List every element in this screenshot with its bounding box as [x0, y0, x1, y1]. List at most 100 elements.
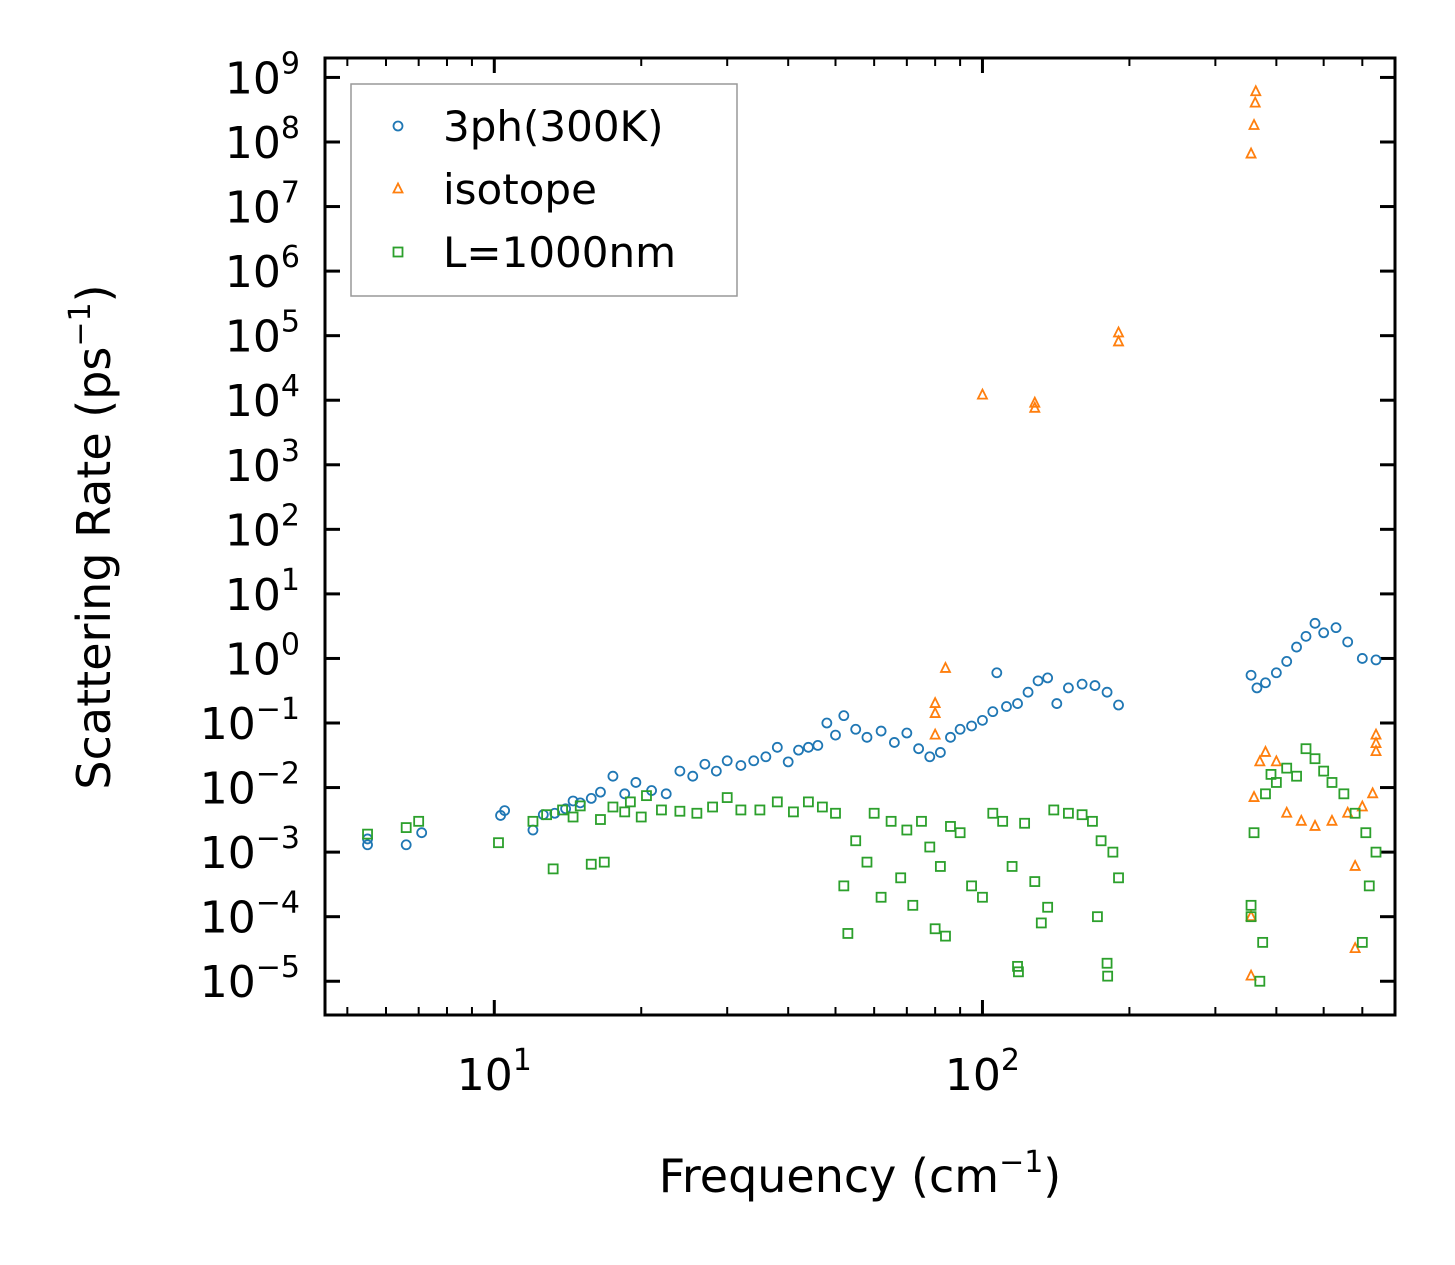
legend-entry: 3ph(300K): [392, 102, 663, 151]
data-point: [850, 835, 862, 847]
y-axis-label: Scattering Rate (ps−1): [63, 284, 121, 789]
y-tick-label: 10−5: [200, 950, 300, 1008]
data-point: [574, 800, 586, 812]
series-square: [362, 743, 1382, 987]
data-point: [945, 821, 956, 832]
data-point: [1270, 777, 1282, 788]
data-point: [1107, 846, 1119, 858]
x-tick-label: 102: [945, 1043, 1020, 1101]
data-point: [1318, 765, 1330, 777]
data-point: [656, 804, 667, 816]
data-point: [560, 803, 572, 815]
series-circle: [362, 617, 1382, 851]
data-point: [812, 740, 824, 751]
data-point: [1370, 846, 1382, 858]
y-tick-label: 105: [225, 305, 300, 363]
data-point: [1281, 656, 1293, 667]
x-tick-label: 101: [457, 1043, 532, 1101]
data-point: [635, 811, 647, 823]
data-point: [987, 706, 999, 718]
data-point: [607, 801, 619, 813]
data-point: [940, 930, 951, 942]
data-point: [1326, 777, 1338, 788]
data-point: [400, 839, 412, 851]
data-point: [547, 863, 559, 875]
data-point: [595, 814, 606, 825]
y-tick-label: 10−2: [200, 757, 300, 815]
data-point: [821, 717, 833, 729]
data-point: [557, 804, 568, 816]
data-point: [842, 928, 854, 939]
data-point: [1063, 807, 1074, 819]
data-point: [699, 758, 711, 770]
data-point: [413, 815, 425, 827]
data-point: [1300, 743, 1312, 755]
data-point: [1113, 872, 1124, 884]
y-tick-label: 100: [225, 627, 300, 685]
data-point: [527, 815, 539, 827]
legend: 3ph(300K) isotope L=1000nm: [350, 83, 738, 297]
data-point: [1102, 970, 1114, 982]
data-point: [674, 765, 686, 777]
data-point: [1253, 754, 1266, 767]
data-point: [977, 891, 988, 903]
data-point: [1309, 617, 1321, 629]
data-point: [1309, 818, 1321, 831]
data-point: [1028, 395, 1041, 408]
data-point: [1360, 827, 1372, 839]
data-point: [1251, 682, 1263, 694]
data-point: [916, 815, 927, 827]
data-point: [1012, 698, 1023, 709]
data-point: [934, 747, 946, 758]
data-point: [1330, 622, 1342, 634]
data-point: [1006, 861, 1018, 872]
data-point: [782, 756, 794, 768]
data-point: [830, 807, 841, 819]
data-point: [1248, 827, 1260, 839]
y-tick-label: 109: [225, 46, 300, 104]
legend-marker: [392, 181, 404, 194]
data-point: [1356, 799, 1369, 812]
data-point: [1101, 957, 1113, 969]
legend-box: [350, 83, 738, 297]
x-axis-label: Frequency (cm−1): [659, 1145, 1062, 1203]
data-point: [735, 760, 747, 771]
data-point: [362, 828, 373, 840]
legend-entry: L=1000nm: [392, 228, 676, 277]
data-point: [771, 796, 783, 808]
data-point: [1245, 669, 1257, 681]
data-point: [1349, 807, 1361, 819]
data-point: [895, 872, 907, 884]
legend-label: L=1000nm: [443, 228, 676, 277]
legend-label: isotope: [443, 165, 597, 214]
x-tick-labels: 101 102: [457, 1043, 1020, 1101]
data-point: [748, 755, 760, 767]
data-point: [1248, 790, 1260, 802]
legend-label: 3ph(300K): [443, 102, 663, 151]
data-point: [991, 667, 1003, 679]
data-point: [493, 837, 504, 849]
data-point: [607, 770, 619, 782]
data-point: [861, 731, 873, 743]
data-point: [1035, 917, 1047, 929]
data-point: [710, 765, 722, 777]
y-tick-label: 107: [225, 176, 300, 234]
data-point: [1022, 686, 1034, 698]
y-tick-label: 101: [225, 563, 300, 621]
data-point: [1095, 835, 1107, 847]
data-point: [721, 792, 733, 803]
data-point: [691, 807, 703, 819]
data-point: [1349, 858, 1362, 871]
data-point: [619, 788, 631, 800]
data-point: [939, 660, 952, 673]
data-point: [802, 796, 814, 808]
data-point: [1326, 813, 1338, 826]
data-point: [929, 706, 942, 718]
data-point: [567, 811, 579, 823]
data-point: [1356, 653, 1368, 664]
data-point: [1338, 788, 1350, 800]
data-point: [1270, 667, 1282, 679]
data-point: [868, 807, 880, 819]
data-point: [1309, 753, 1321, 765]
